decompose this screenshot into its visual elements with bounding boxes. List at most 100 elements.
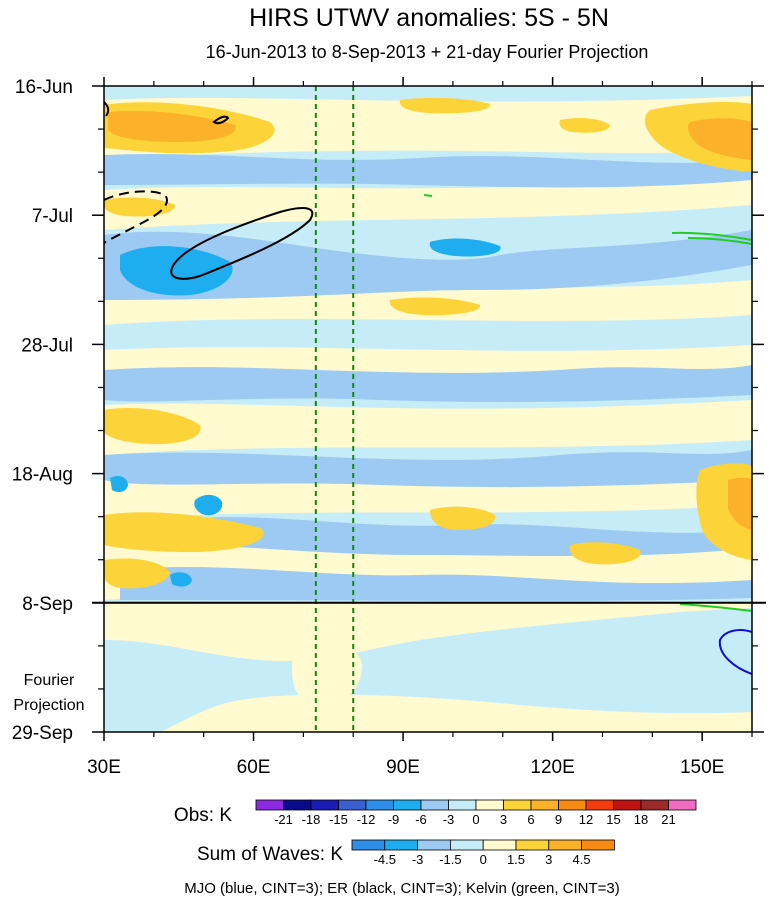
obs-colorbar-swatch [475,799,504,811]
footer-legend: MJO (blue, CINT=3); ER (black, CINT=3); … [184,880,620,897]
chart-subtitle: 16-Jun-2013 to 8-Sep-2013 + 21-day Fouri… [206,42,649,62]
waves-colorbar-swatch [581,839,615,851]
obs-warm [104,407,201,445]
obs-colorbar-swatch [365,799,394,811]
obs-colorbar-swatch [585,799,614,811]
projection-warm [292,638,362,705]
obs-warm [559,117,610,133]
obs-colorbar-swatch [283,799,312,811]
obs-warm [104,197,176,217]
waves-colorbar-level-label: 4.5 [573,852,591,867]
chart-title: HIRS UTWV anomalies: 5S - 5N [249,4,609,32]
x-tick-label: 30E [87,757,121,778]
obs-colorbar-level-label: 15 [606,812,620,827]
waves-colorbar-swatch [548,839,582,851]
obs-colorbar-level-label: 3 [500,812,507,827]
obs-blue [104,365,752,403]
obs-colorbar-level-label: 0 [472,812,479,827]
obs-colorbar-level-label: -9 [388,812,400,827]
x-tick-label: 60E [237,757,271,778]
projection-label-line1: Fourier [24,672,75,689]
waves-colorbar-swatch [515,839,550,851]
obs-colorbar-swatch [448,799,477,811]
obs-colorbar-level-label: -12 [357,812,376,827]
obs-warm [687,118,752,160]
x-tick-label: 150E [680,757,724,778]
obs-colorbar-level-label: -6 [415,812,427,827]
wave-contours [104,101,752,280]
obs-colorbar-swatch [393,799,422,811]
waves-colorbar-swatch [417,839,451,851]
y-tick-label: 18-Aug [12,465,73,486]
waves-colorbar-swatch [449,839,484,851]
y-tick-label: 29-Sep [12,723,73,744]
obs-colorbar-swatch [558,799,587,811]
obs-blue-deep [120,246,233,296]
obs-colorbar-level-label: 12 [579,812,593,827]
waves-colorbar-label: Sum of Waves: K [197,844,343,865]
obs-warm [728,477,752,530]
obs-colorbar-level-label: 18 [634,812,648,827]
obs-colorbar-swatch [338,799,367,811]
obs-colorbar-swatch [640,799,669,811]
projection-label-line2: Projection [13,697,84,714]
plot-frame [103,85,753,733]
obs-colorbar-level-label: 21 [661,812,675,827]
obs-colorbar-swatch [613,799,642,811]
obs-colorbar-swatch [503,799,532,811]
waves-colorbar: -4.5 -3 -1.5 0 1.5 3 4.5 [351,839,615,867]
waves-colorbar-level-label: 1.5 [507,852,525,867]
obs-colorbar-swatch [255,799,284,811]
obs-blue-deep [194,494,223,516]
y-tick-label: 16-Jun [15,77,73,98]
obs-colorbar: -21 -18 -15 -12 -9 -6 -3 0 3 6 9 12 15 18 21 [255,799,697,827]
obs-blue [104,153,752,188]
kelvin-contour [423,194,433,197]
obs-warm [569,542,641,565]
obs-colorbar-swatch [310,799,339,811]
obs-warm [430,506,496,530]
mjo-contour [718,629,752,675]
projection-warm [104,603,752,661]
obs-colorbar-level-label: -18 [302,812,321,827]
obs-band [104,400,752,455]
obs-colorbar-level-label: -3 [443,812,455,827]
x-tick-label: 90E [386,757,420,778]
er-positive-contour [212,115,230,125]
kelvin-contour [671,231,752,241]
projection-contours [679,603,752,675]
projection-field [104,603,752,732]
obs-blue-deep [170,572,192,587]
obs-warm [399,97,491,114]
er-positive-contour [170,207,314,280]
waves-colorbar-level-label: 3 [545,852,552,867]
waves-colorbar-level-label: 0 [480,852,487,867]
obs-warm [389,297,481,316]
x-tick-label: 120E [530,757,574,778]
obs-colorbar-level-label: 9 [555,812,562,827]
obs-blue-deep [110,476,128,492]
waves-colorbar-swatch [482,839,517,851]
waves-colorbar-level-label: -4.5 [374,852,396,867]
obs-warm [108,110,236,142]
waves-colorbar-level-label: -1.5 [439,852,461,867]
kelvin-contour [687,237,752,245]
obs-blue-deep [429,238,501,257]
waves-colorbar-swatch [384,839,418,851]
obs-colorbar-level-label: 6 [527,812,534,827]
waves-colorbar-level-label: -3 [412,852,424,867]
obs-colorbar-label: Obs: K [174,805,232,826]
y-axis: 16-Jun 7-Jul 28-Jul 18-Aug 8-Sep 29-Sep [12,77,764,744]
obs-band [104,96,752,160]
obs-blue [120,566,752,601]
kelvin-contour [679,603,752,612]
obs-warm [104,512,264,552]
observed-field [104,86,752,603]
er-positive-contour [104,101,110,117]
obs-colorbar-level-label: -15 [329,812,348,827]
obs-colorbar-swatch [420,799,449,811]
x-axis: 30E 60E 90E 120E 150E [87,77,753,778]
projection-warm [160,694,752,732]
waves-colorbar-swatch [351,839,386,851]
